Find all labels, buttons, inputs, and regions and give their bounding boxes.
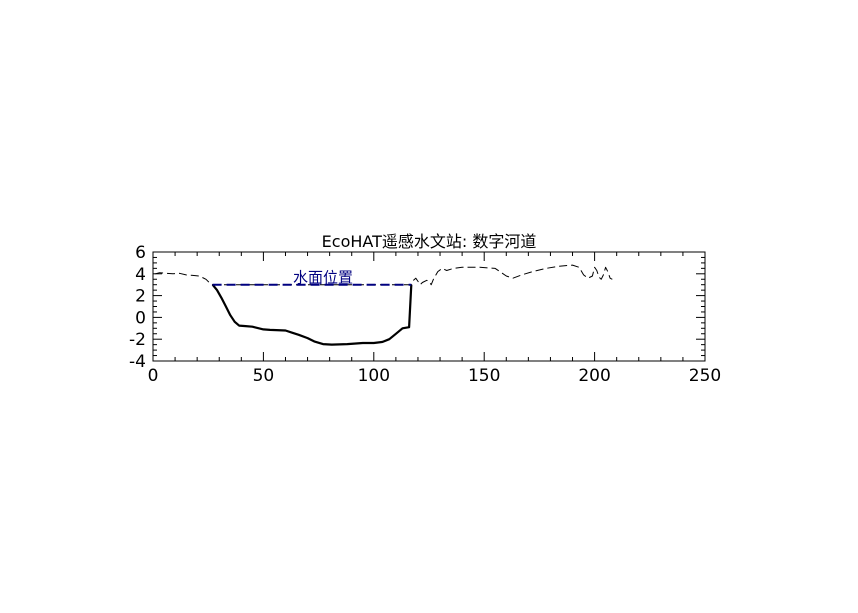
series-line-1 [211,284,413,346]
x-tick-label: 150 [468,366,500,386]
y-tick-label: 6 [135,243,146,263]
x-tick-label: 100 [358,366,390,386]
annotation-water-level: 水面位置 [293,269,353,287]
x-tick-label: 0 [148,366,159,386]
y-tick-label: -4 [129,352,146,372]
x-tick-label: 200 [578,366,610,386]
y-tick-label: 2 [135,287,146,307]
y-tick-label: -2 [129,330,146,350]
plot-frame [152,251,706,362]
x-tick-label: 250 [689,366,721,386]
x-tick-label: 50 [253,366,275,386]
y-tick-label: 4 [135,265,146,285]
chart-title: EcoHAT遥感水文站: 数字河道 [322,232,537,251]
series-line-0 [155,264,613,286]
y-tick-label: 0 [135,308,146,328]
